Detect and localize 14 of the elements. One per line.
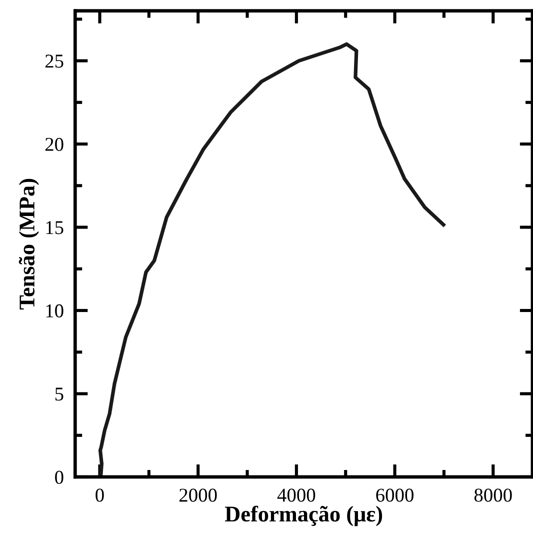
x-tick-label: 8000 (474, 488, 512, 502)
x-tick-label: 2000 (179, 488, 217, 502)
x-tick-label: 0 (96, 488, 104, 502)
x-axis-title: Deformação (με) (224, 506, 382, 526)
y-tick-label: 15 (46, 221, 64, 234)
y-tick-label: 5 (55, 388, 64, 401)
y-axis-title: Tensão (MPa) (18, 178, 40, 310)
y-tick-label: 0 (55, 470, 64, 484)
y-tick-label: 10 (46, 304, 64, 318)
y-tick-label: 25 (45, 54, 64, 68)
x-tick-label: 6000 (376, 488, 414, 502)
x-tick-label: 4000 (277, 488, 316, 502)
line-series (98, 42, 446, 477)
y-tick-label: 20 (45, 138, 64, 151)
